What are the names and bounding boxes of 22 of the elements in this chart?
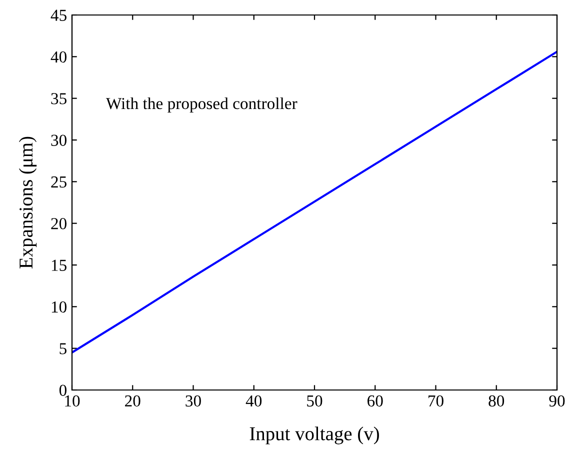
x-tick-label: 30 xyxy=(186,395,201,407)
y-tick-label: 35 xyxy=(51,93,66,104)
x-tick-label: 40 xyxy=(246,395,262,407)
x-tick-label: 80 xyxy=(488,395,504,407)
y-tick-label: 30 xyxy=(51,134,67,146)
x-axis-title: Input voltage (v) xyxy=(250,426,379,444)
x-tick-label: 70 xyxy=(428,395,444,407)
x-tick-label: 90 xyxy=(549,395,565,407)
y-tick-label: 40 xyxy=(50,51,67,63)
y-tick-label: 20 xyxy=(51,218,67,230)
x-tick-label: 20 xyxy=(125,395,140,407)
y-tick-label: 10 xyxy=(52,301,67,313)
x-tick-label: 50 xyxy=(307,395,322,407)
y-tick-label: 15 xyxy=(52,260,66,271)
y-axis-title: Expansions (μm) xyxy=(18,136,37,268)
annotation: With the proposed controller xyxy=(106,97,298,113)
line-series xyxy=(72,50,557,354)
x-tick-label: 60 xyxy=(368,395,383,407)
y-tick-label: 0 xyxy=(59,384,67,396)
y-tick-label: 25 xyxy=(51,176,66,188)
y-tick-label: 5 xyxy=(60,343,66,354)
y-tick-label: 45 xyxy=(50,10,66,21)
